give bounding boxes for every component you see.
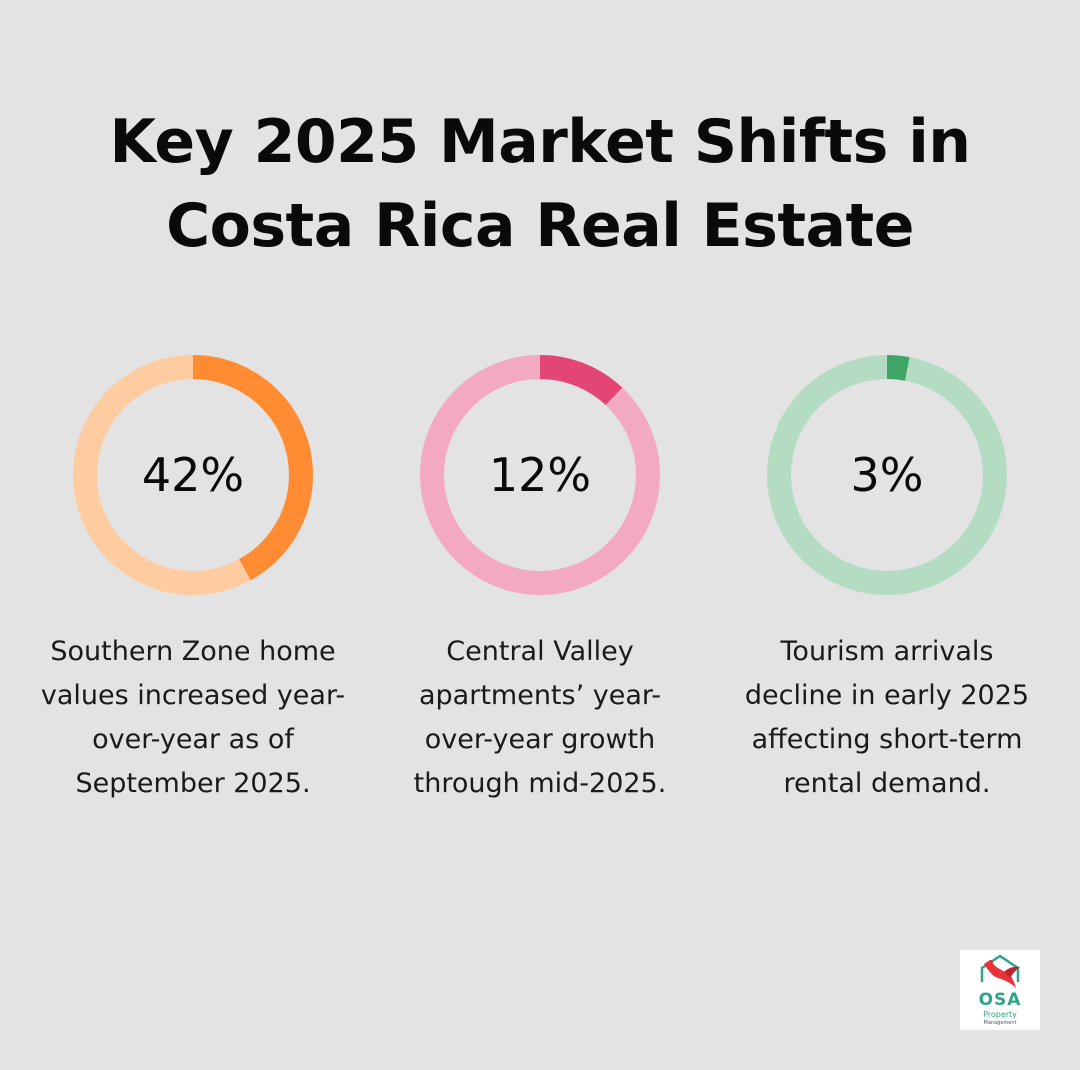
donut-value-2: 12% (489, 448, 591, 502)
title-line-2: Costa Rica Real Estate (166, 191, 914, 261)
parrot-house-icon (980, 954, 1020, 988)
donut-arc-3 (767, 355, 1007, 595)
logo-subtitle: Property (983, 1010, 1017, 1019)
stat-description-1: Southern Zone home values increased year… (40, 636, 346, 799)
donut-chart-2: 12% (420, 355, 660, 595)
stat-description-3: Tourism arrivals decline in early 2025 a… (744, 636, 1030, 799)
donut-arc-1 (73, 355, 313, 595)
title-line-1: Key 2025 Market Shifts in (109, 107, 971, 177)
stat-card-1: 42% Southern Zone home values increased … (20, 350, 366, 806)
stat-description-2: Central Valley apartments’ year-over-yea… (413, 636, 667, 799)
donut-value-1: 42% (142, 448, 244, 502)
donut-chart-3: 3% (767, 355, 1007, 595)
donut-value-3: 3% (851, 448, 924, 502)
company-logo: OSA Property Management (960, 950, 1040, 1030)
donut-chart-1: 42% (73, 355, 313, 595)
logo-name: OSA (978, 990, 1022, 1010)
logo-subtitle-small: Management (983, 1020, 1017, 1026)
donut-arc-2 (420, 355, 660, 595)
page-title: Key 2025 Market Shifts in Costa Rica Rea… (0, 100, 1080, 268)
stat-card-3: 3% Tourism arrivals decline in early 202… (714, 350, 1060, 806)
stat-card-2: 12% Central Valley apartments’ year-over… (367, 350, 713, 806)
